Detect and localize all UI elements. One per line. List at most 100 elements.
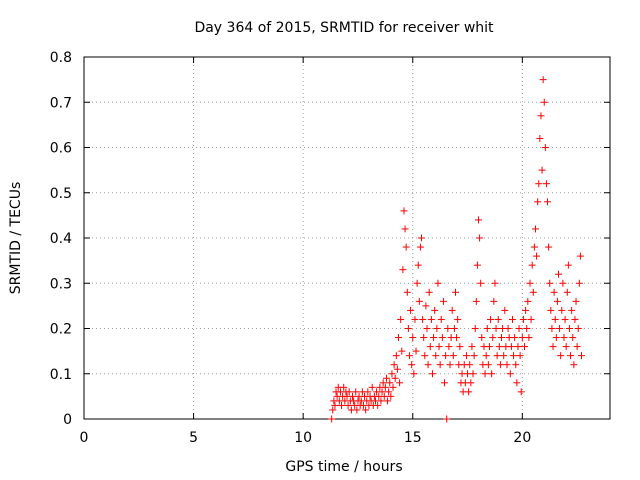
data-point: [378, 388, 386, 396]
data-point: [576, 252, 584, 260]
data-point: [438, 334, 446, 342]
data-point: [565, 325, 573, 332]
x-tick-label: 10: [294, 430, 312, 446]
chart-title: Day 364 of 2015, SRMTID for receiver whi…: [194, 20, 494, 36]
data-point: [558, 306, 566, 314]
y-tick-label: 0.8: [50, 50, 72, 66]
data-point: [524, 297, 532, 305]
data-point: [526, 279, 534, 287]
data-point: [487, 315, 495, 323]
data-point: [564, 261, 572, 269]
data-point: [485, 343, 493, 351]
data-point: [451, 288, 459, 296]
data-point: [553, 297, 561, 305]
data-point: [441, 379, 449, 387]
data-point: [453, 334, 461, 342]
data-point: [533, 252, 541, 260]
x-tick-label: 5: [189, 430, 198, 446]
data-point: [397, 315, 405, 323]
data-point: [399, 266, 407, 274]
data-point: [570, 361, 578, 369]
data-point: [352, 388, 360, 396]
data-point: [430, 334, 438, 342]
y-tick-label: 0.2: [50, 322, 72, 338]
data-point: [385, 388, 393, 396]
data-point: [471, 325, 479, 332]
data-point: [411, 315, 419, 323]
data-point: [560, 334, 568, 342]
y-tick-label: 0.5: [50, 186, 72, 202]
data-point: [380, 392, 388, 400]
data-point: [428, 370, 436, 378]
data-point: [569, 334, 577, 342]
data-point: [554, 270, 562, 278]
data-point: [364, 388, 372, 396]
data-point: [515, 325, 523, 332]
data-point: [536, 134, 544, 142]
data-point: [503, 361, 511, 369]
data-point: [425, 288, 433, 296]
data-point: [531, 225, 539, 233]
data-point: [517, 388, 525, 396]
y-tick-label: 0.1: [50, 367, 72, 383]
data-point: [467, 379, 475, 387]
data-point: [525, 334, 533, 342]
data-point: [427, 315, 435, 323]
data-point: [550, 288, 558, 296]
data-point: [546, 279, 554, 287]
data-point: [386, 379, 394, 387]
data-point: [476, 234, 484, 242]
data-point: [512, 361, 520, 369]
data-point: [338, 401, 346, 409]
data-point: [511, 334, 519, 342]
data-point: [469, 370, 477, 378]
data-point: [402, 243, 410, 251]
data-point: [500, 352, 508, 360]
data-point: [574, 325, 582, 332]
data-point: [506, 370, 514, 378]
data-point: [435, 343, 443, 351]
data-point: [490, 297, 498, 305]
data-point: [468, 343, 476, 351]
data-point: [381, 383, 389, 391]
data-point: [529, 288, 537, 296]
data-point: [492, 325, 500, 332]
data-point: [563, 288, 571, 296]
y-axis-title: SRMTID / TECUs: [8, 182, 24, 295]
plot-frame: [83, 56, 611, 420]
data-point: [353, 406, 361, 414]
data-point: [388, 370, 396, 378]
data-point: [540, 98, 548, 106]
data-point: [420, 334, 428, 342]
y-tick-label: 0.7: [50, 95, 72, 111]
data-point: [507, 343, 515, 351]
data-point: [328, 415, 336, 423]
data-point: [413, 279, 421, 287]
data-point: [523, 325, 531, 332]
data-point: [572, 297, 580, 305]
data-point: [484, 361, 492, 369]
data-point: [431, 306, 439, 314]
grid-lines: [84, 57, 610, 419]
data-point: [537, 112, 545, 120]
data-point: [449, 352, 457, 360]
data-point: [573, 343, 581, 351]
data-point: [552, 334, 560, 342]
data-point: [477, 279, 485, 287]
data-point: [482, 352, 490, 360]
data-point: [462, 352, 470, 360]
data-point: [437, 315, 445, 323]
data-point: [331, 401, 339, 409]
data-point: [454, 315, 462, 323]
data-point: [395, 334, 403, 342]
data-point: [382, 374, 390, 382]
data-point: [562, 343, 570, 351]
data-point: [470, 352, 478, 360]
data-point: [374, 401, 382, 409]
data-point: [473, 261, 481, 269]
data-point: [504, 325, 512, 332]
data-point: [398, 347, 406, 355]
data-point: [475, 216, 482, 224]
data-point: [444, 325, 452, 332]
data-point: [514, 343, 522, 351]
